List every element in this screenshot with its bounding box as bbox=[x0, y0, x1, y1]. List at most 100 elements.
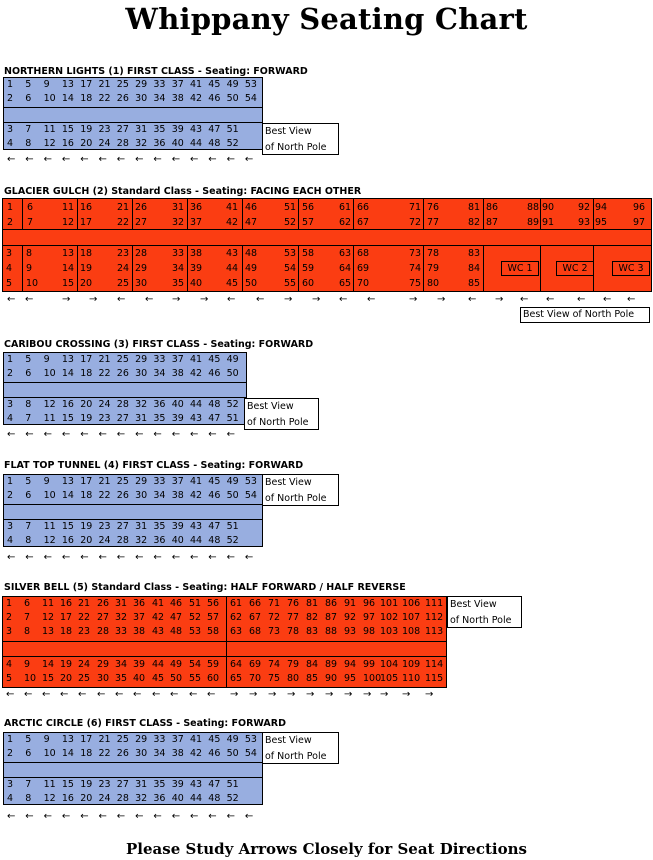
seat[interactable]: 32 bbox=[135, 793, 148, 804]
seat[interactable]: 21 bbox=[98, 79, 111, 90]
seat[interactable]: 62 bbox=[339, 217, 352, 228]
seat[interactable]: 77 bbox=[427, 217, 440, 228]
seat[interactable]: 17 bbox=[80, 79, 93, 90]
seat[interactable]: 33 bbox=[153, 354, 166, 365]
seat[interactable]: 50 bbox=[226, 368, 239, 379]
seat[interactable]: 56 bbox=[207, 598, 220, 609]
seat[interactable]: 53 bbox=[189, 626, 202, 637]
seat[interactable]: 5 bbox=[25, 354, 32, 365]
seat[interactable]: 28 bbox=[116, 793, 129, 804]
seat[interactable]: 73 bbox=[268, 626, 281, 637]
seat[interactable]: 1 bbox=[7, 354, 14, 365]
seat[interactable]: 54 bbox=[189, 659, 202, 670]
seat[interactable]: 109 bbox=[402, 659, 421, 670]
seat[interactable]: 51 bbox=[226, 413, 239, 424]
seat[interactable]: 26 bbox=[97, 598, 110, 609]
seat[interactable]: 15 bbox=[62, 278, 75, 289]
seat[interactable]: 96 bbox=[633, 202, 646, 213]
seat[interactable]: 31 bbox=[115, 598, 128, 609]
seat[interactable]: 93 bbox=[578, 217, 591, 228]
seat[interactable]: 45 bbox=[208, 734, 221, 745]
seat[interactable]: 88 bbox=[325, 626, 338, 637]
seat[interactable]: 22 bbox=[98, 368, 111, 379]
seat[interactable]: 22 bbox=[78, 612, 91, 623]
seat[interactable]: 33 bbox=[153, 734, 166, 745]
seat[interactable]: 8 bbox=[25, 793, 32, 804]
seat[interactable]: 1 bbox=[7, 79, 14, 90]
seat[interactable]: 57 bbox=[207, 612, 220, 623]
seat[interactable]: 38 bbox=[171, 93, 184, 104]
seat[interactable]: 38 bbox=[171, 368, 184, 379]
seat[interactable]: 41 bbox=[190, 79, 203, 90]
seat[interactable]: 31 bbox=[135, 413, 148, 424]
seat[interactable]: 42 bbox=[190, 490, 203, 501]
seat[interactable]: 30 bbox=[135, 490, 148, 501]
seat[interactable]: 15 bbox=[61, 413, 74, 424]
seat[interactable]: 86 bbox=[486, 202, 499, 213]
seat[interactable]: 4 bbox=[7, 413, 14, 424]
seat[interactable]: 45 bbox=[208, 476, 221, 487]
seat[interactable]: 3 bbox=[6, 248, 13, 259]
seat[interactable]: 20 bbox=[80, 138, 93, 149]
seat[interactable]: 99 bbox=[363, 659, 376, 670]
seat[interactable]: 63 bbox=[339, 248, 352, 259]
seat[interactable]: 59 bbox=[302, 263, 315, 274]
seat[interactable]: 4 bbox=[7, 138, 14, 149]
seat[interactable]: 8 bbox=[25, 138, 32, 149]
seat[interactable]: 92 bbox=[578, 202, 591, 213]
seat[interactable]: 72 bbox=[268, 612, 281, 623]
seat[interactable]: 7 bbox=[27, 217, 34, 228]
seat[interactable]: 84 bbox=[306, 659, 319, 670]
seat[interactable]: 10 bbox=[43, 490, 56, 501]
seat[interactable]: 91 bbox=[344, 598, 357, 609]
seat[interactable]: 19 bbox=[80, 263, 93, 274]
seat[interactable]: 37 bbox=[171, 354, 184, 365]
seat[interactable]: 29 bbox=[135, 263, 148, 274]
seat[interactable]: 8 bbox=[26, 248, 33, 259]
seat[interactable]: 28 bbox=[116, 138, 129, 149]
seat[interactable]: 49 bbox=[170, 659, 183, 670]
seat[interactable]: 45 bbox=[152, 673, 165, 684]
seat[interactable]: 16 bbox=[61, 793, 74, 804]
seat[interactable]: 10 bbox=[43, 748, 56, 759]
seat[interactable]: 96 bbox=[363, 598, 376, 609]
seat[interactable]: 1 bbox=[7, 734, 14, 745]
seat[interactable]: 24 bbox=[98, 793, 111, 804]
seat[interactable]: 97 bbox=[363, 612, 376, 623]
seat[interactable]: 62 bbox=[230, 612, 243, 623]
seat[interactable]: 41 bbox=[226, 202, 239, 213]
seat[interactable]: 35 bbox=[153, 779, 166, 790]
seat[interactable]: 26 bbox=[135, 202, 148, 213]
seat[interactable]: 3 bbox=[7, 399, 14, 410]
seat[interactable]: 27 bbox=[135, 217, 148, 228]
seat[interactable]: 48 bbox=[245, 248, 258, 259]
seat[interactable]: 13 bbox=[42, 626, 55, 637]
seat[interactable]: 69 bbox=[357, 263, 370, 274]
seat[interactable]: 71 bbox=[409, 202, 422, 213]
seat[interactable]: 83 bbox=[306, 626, 319, 637]
seat[interactable]: 33 bbox=[153, 476, 166, 487]
seat[interactable]: 28 bbox=[116, 535, 129, 546]
seat[interactable]: 87 bbox=[486, 217, 499, 228]
seat[interactable]: 87 bbox=[325, 612, 338, 623]
seat[interactable]: 23 bbox=[98, 779, 111, 790]
seat[interactable]: 50 bbox=[226, 490, 239, 501]
seat[interactable]: 38 bbox=[171, 490, 184, 501]
seat[interactable]: 14 bbox=[61, 368, 74, 379]
seat[interactable]: 3 bbox=[7, 124, 14, 135]
seat[interactable]: 49 bbox=[245, 263, 258, 274]
seat[interactable]: 74 bbox=[268, 659, 281, 670]
seat[interactable]: 38 bbox=[190, 248, 203, 259]
seat[interactable]: 11 bbox=[62, 202, 75, 213]
seat[interactable]: 53 bbox=[284, 248, 297, 259]
seat[interactable]: 82 bbox=[306, 612, 319, 623]
seat[interactable]: 13 bbox=[62, 248, 75, 259]
seat[interactable]: 76 bbox=[287, 598, 300, 609]
seat[interactable]: 40 bbox=[171, 399, 184, 410]
seat[interactable]: 46 bbox=[208, 748, 221, 759]
seat[interactable]: 6 bbox=[25, 748, 32, 759]
seat[interactable]: 31 bbox=[172, 202, 185, 213]
seat[interactable]: 11 bbox=[43, 521, 56, 532]
seat[interactable]: 35 bbox=[172, 278, 185, 289]
seat[interactable]: 12 bbox=[62, 217, 75, 228]
